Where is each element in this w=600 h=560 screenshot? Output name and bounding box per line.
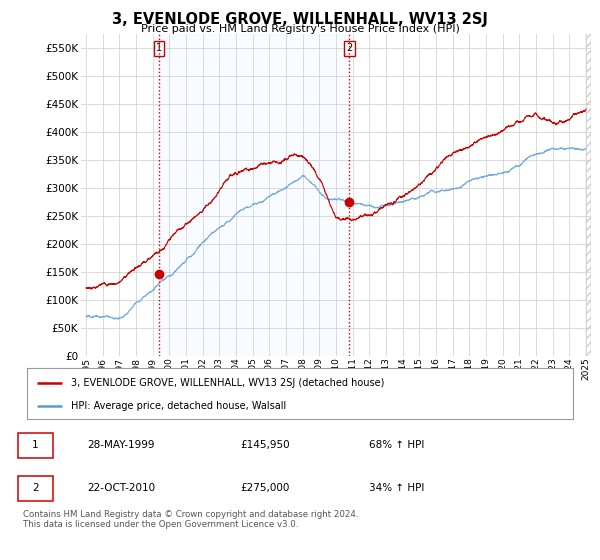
Text: Contains HM Land Registry data © Crown copyright and database right 2024.
This d: Contains HM Land Registry data © Crown c… bbox=[23, 510, 358, 529]
Text: Price paid vs. HM Land Registry's House Price Index (HPI): Price paid vs. HM Land Registry's House … bbox=[140, 24, 460, 34]
Text: 68% ↑ HPI: 68% ↑ HPI bbox=[369, 441, 424, 450]
FancyBboxPatch shape bbox=[18, 433, 53, 458]
Text: 2: 2 bbox=[346, 43, 352, 53]
Text: 28-MAY-1999: 28-MAY-1999 bbox=[87, 441, 155, 450]
Text: 3, EVENLODE GROVE, WILLENHALL, WV13 2SJ: 3, EVENLODE GROVE, WILLENHALL, WV13 2SJ bbox=[112, 12, 488, 27]
Text: £275,000: £275,000 bbox=[240, 483, 289, 493]
Text: 2: 2 bbox=[32, 483, 39, 493]
FancyBboxPatch shape bbox=[18, 476, 53, 501]
Text: 1: 1 bbox=[156, 43, 162, 53]
Bar bbox=[159, 34, 349, 356]
Text: 22-OCT-2010: 22-OCT-2010 bbox=[87, 483, 155, 493]
Text: 3, EVENLODE GROVE, WILLENHALL, WV13 2SJ (detached house): 3, EVENLODE GROVE, WILLENHALL, WV13 2SJ … bbox=[71, 377, 384, 388]
Text: 34% ↑ HPI: 34% ↑ HPI bbox=[369, 483, 424, 493]
Text: HPI: Average price, detached house, Walsall: HPI: Average price, detached house, Wals… bbox=[71, 401, 286, 411]
Text: 1: 1 bbox=[32, 441, 39, 450]
Text: £145,950: £145,950 bbox=[240, 441, 290, 450]
